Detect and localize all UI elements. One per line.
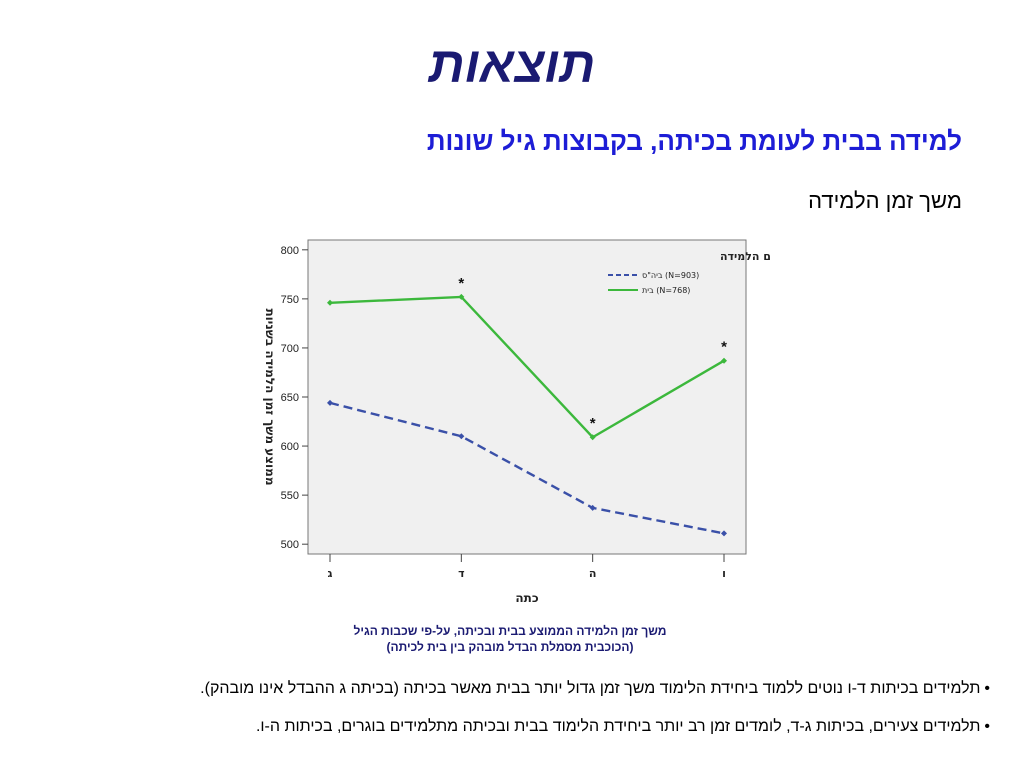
significance-marker: * <box>590 415 596 432</box>
plot-area <box>307 239 747 555</box>
series-line-1 <box>329 401 725 535</box>
bullet-item-1: •תלמידים בכיתות ד-ו נוטים ללמוד ביחידת ה… <box>10 680 990 698</box>
data-point <box>589 504 596 511</box>
data-point <box>589 434 596 441</box>
legend-title: מיקום הלמידה <box>720 250 770 263</box>
x-tick-label: ג <box>328 567 333 580</box>
significance-marker: * <box>458 275 464 292</box>
y-tick-label: 700 <box>281 343 299 355</box>
slide-title: תוצאות <box>428 37 596 93</box>
section-label: משך זמן הלמידה <box>808 188 962 213</box>
line-chart: 500 550 600 650 700 750 800 ג ד ה ו כתה ממוצע משך זמ… <box>263 239 770 605</box>
x-tick-label: ה <box>589 567 597 580</box>
data-point <box>721 530 727 537</box>
bullet-text: תלמידים בכיתות ד-ו נוטים ללמוד ביחידת הל… <box>200 680 981 697</box>
bullet-marker: • <box>984 680 990 697</box>
chart-caption-line1: משך זמן הלמידה הממוצע בבית ובכיתה, על-פי… <box>353 624 667 638</box>
y-tick-label: 750 <box>281 294 299 306</box>
chart-caption-line2: (הכוכבית מסמלת הבדל מובהק בין בית לכיתה) <box>386 640 634 654</box>
x-tick-label: ו <box>722 567 726 580</box>
x-tick-label: ד <box>458 567 464 580</box>
slide-subtitle: למידה בבית לעומת בכיתה, בקבוצות גיל שונו… <box>426 126 962 156</box>
data-point <box>327 399 333 406</box>
y-tick-label: 600 <box>281 441 299 453</box>
data-point <box>721 357 727 364</box>
y-axis-label: ממוצע משך זמן הלמידה בשניות <box>263 308 277 485</box>
legend-label-1: ביה"ס (N=903) <box>642 271 699 280</box>
bullet-marker: • <box>984 718 990 735</box>
data-point <box>458 433 465 440</box>
bullet-item-2: •תלמידים צעירים, בכיתות ג-ד, לומדים זמן … <box>10 718 990 736</box>
significance-marker: * <box>721 339 727 356</box>
legend-label-2: בית (N=768) <box>642 286 690 295</box>
y-tick-label: 800 <box>281 245 299 257</box>
bullet-text: תלמידים צעירים, בכיתות ג-ד, לומדים זמן ר… <box>255 718 981 735</box>
y-tick-label: 650 <box>281 392 299 404</box>
data-point <box>327 299 333 306</box>
y-tick-label: 500 <box>281 539 299 551</box>
x-axis-label: כתה <box>515 591 538 605</box>
y-tick-label: 550 <box>281 490 299 502</box>
data-point <box>458 293 465 300</box>
series-line-2 <box>329 295 725 439</box>
